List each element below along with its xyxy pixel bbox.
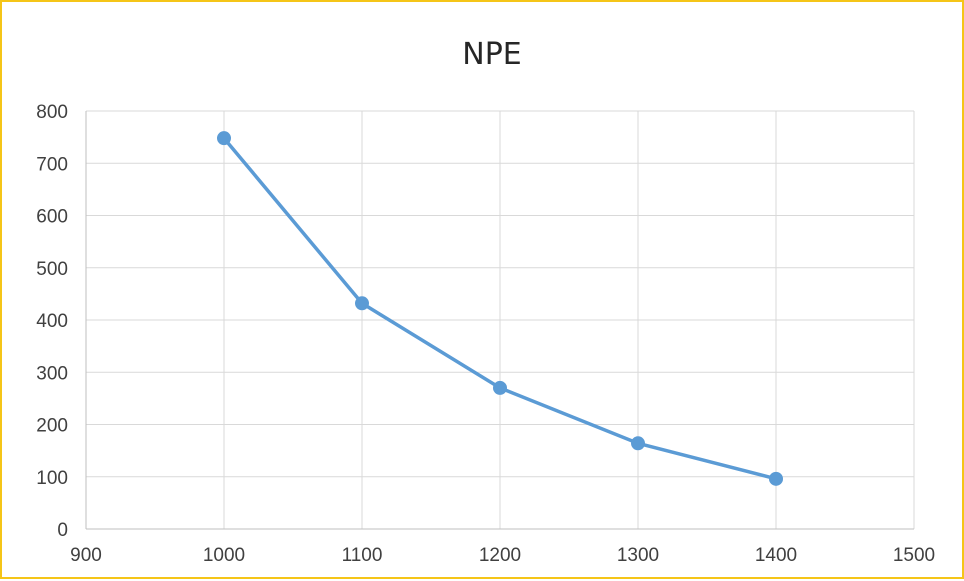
chart-title: NPE — [462, 37, 522, 72]
y-tick-label: 300 — [36, 363, 68, 384]
data-point — [217, 131, 231, 146]
x-tick-label: 1500 — [893, 545, 935, 566]
x-tick-label: 1100 — [342, 545, 383, 566]
y-tick-label: 500 — [36, 259, 68, 280]
y-tick-label: 800 — [36, 102, 68, 123]
y-tick-label: 100 — [36, 468, 68, 489]
x-tick-label: 900 — [70, 545, 102, 566]
y-tick-label: 600 — [36, 207, 68, 228]
x-tick-label: 1000 — [203, 545, 245, 566]
x-tick-label: 1200 — [479, 545, 521, 566]
y-tick-label: 400 — [36, 311, 68, 332]
axis-layer — [85, 111, 914, 530]
data-point — [631, 436, 645, 451]
x-tick-label: 1400 — [755, 545, 797, 566]
x-tick-label: 1300 — [617, 545, 659, 566]
data-point — [769, 471, 783, 486]
data-point — [493, 380, 507, 395]
y-tick-label: 700 — [36, 154, 68, 175]
data-point — [355, 296, 369, 311]
grid-layer — [86, 110, 915, 529]
y-tick-label: 200 — [36, 416, 68, 437]
series-layer — [217, 131, 783, 486]
y-tick-label: 0 — [57, 520, 68, 541]
tick-labels: 0 100 200 300 400 500 600 700 800 900 1000 1100 1200… — [36, 102, 935, 566]
